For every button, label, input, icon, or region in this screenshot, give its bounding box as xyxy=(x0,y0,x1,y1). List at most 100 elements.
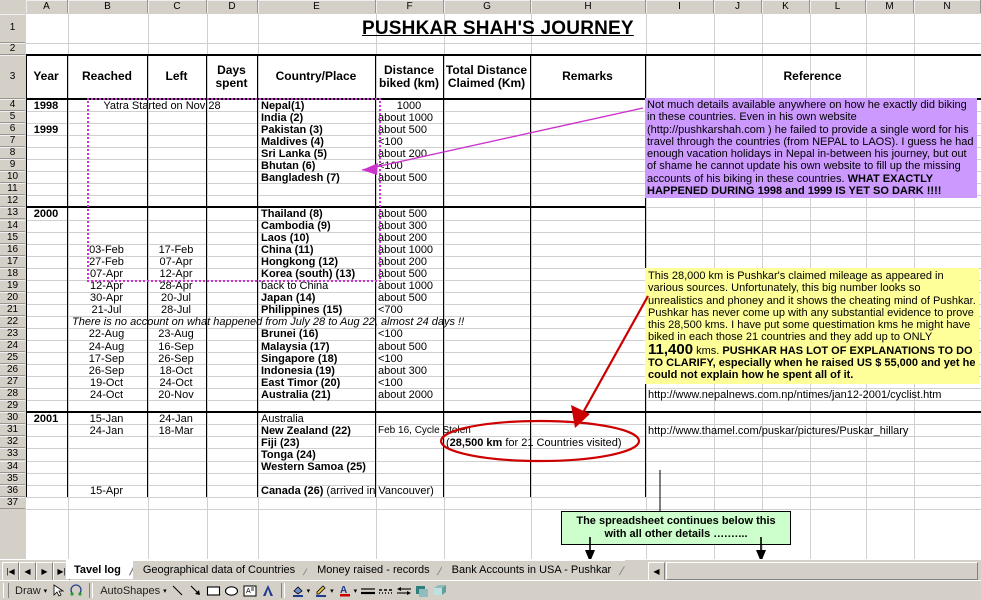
row-header-10[interactable]: 10 xyxy=(0,171,25,184)
row-header-3[interactable]: 3 xyxy=(0,55,25,99)
cell-distance[interactable]: about 500 xyxy=(378,292,427,305)
row-header-30[interactable]: 30 xyxy=(0,412,25,425)
row-header-18[interactable]: 18 xyxy=(0,267,25,280)
cell-country[interactable]: Indonesia (19) xyxy=(261,364,335,377)
cell-distance[interactable]: about 300 xyxy=(378,220,427,232)
cell-distance[interactable]: <100 xyxy=(378,159,403,172)
rectangle-icon[interactable] xyxy=(205,583,223,599)
cell-reached[interactable]: 21-Jul xyxy=(91,304,122,317)
sheet-tab-1[interactable]: Tavel log / xyxy=(66,560,135,579)
tab-nav-buttons[interactable]: |◀ ◀ ▶ ▶| xyxy=(2,562,70,581)
row-header-14[interactable]: 14 xyxy=(0,219,25,232)
cell-distance[interactable]: <700 xyxy=(378,304,403,317)
cell-country[interactable]: Nepal(1) xyxy=(261,99,305,112)
cell-country[interactable]: Malaysia (17) xyxy=(261,340,330,353)
oval-icon[interactable] xyxy=(223,583,241,599)
row-header-25[interactable]: 25 xyxy=(0,352,25,365)
draw-dropdown-caret-icon[interactable]: ▾ xyxy=(43,587,48,595)
cell-reached[interactable]: 07-Apr xyxy=(89,268,124,281)
row-header-8[interactable]: 8 xyxy=(0,147,25,160)
cell-left[interactable]: 24-Oct xyxy=(159,376,193,389)
cell-left[interactable]: 07-Apr xyxy=(159,256,193,269)
column-header-a[interactable]: A xyxy=(26,0,68,13)
cell-country[interactable]: Brunei (16) xyxy=(261,328,319,341)
row-header-22[interactable]: 22 xyxy=(0,315,25,328)
cell-country[interactable]: China (11) xyxy=(261,244,314,257)
row-header-34[interactable]: 34 xyxy=(0,460,25,473)
cell-country[interactable]: New Zealand (22) xyxy=(261,424,351,437)
cell-reached[interactable]: 12-Apr xyxy=(89,280,124,293)
cell-distance[interactable]: about 300 xyxy=(378,364,427,377)
sheet-tab-3[interactable]: Money raised - records / xyxy=(307,560,444,579)
sheet-tab-4[interactable]: Bank Accounts in USA - Pushkar / xyxy=(441,560,626,579)
autoshapes-menu-button[interactable]: AutoShapes xyxy=(100,584,161,597)
cell-country[interactable]: Laos (10) xyxy=(261,232,310,245)
column-header-n[interactable]: N xyxy=(914,0,981,13)
tab-split-button[interactable]: ◀ xyxy=(648,562,665,581)
cell-reference[interactable]: http://www.thamel.com/puskar/pictures/Pu… xyxy=(648,424,909,437)
cell-country[interactable]: Fiji (23) xyxy=(261,436,300,449)
column-header-b[interactable]: B xyxy=(68,0,148,13)
autoshapes-dropdown-caret-icon[interactable]: ▾ xyxy=(163,587,167,595)
cell-distance[interactable]: about 500 xyxy=(378,123,427,136)
cell-reached[interactable]: 19-Oct xyxy=(89,376,123,389)
cell-country[interactable]: Cambodia (9) xyxy=(261,220,331,232)
cell-left[interactable]: 20-Nov xyxy=(158,388,194,401)
cell-reference[interactable]: http://www.nepalnews.com.np/ntimes/jan12… xyxy=(648,388,942,401)
row-header-23[interactable]: 23 xyxy=(0,327,25,340)
cell-reached[interactable]: 22-Aug xyxy=(88,328,125,341)
cell-distance[interactable]: about 1000 xyxy=(378,111,434,124)
cell-country[interactable]: Canada (26) (arrived in Vancouver) xyxy=(261,485,434,498)
row-header-29[interactable]: 29 xyxy=(0,400,25,413)
row-header-6[interactable]: 6 xyxy=(0,123,25,136)
cell-country[interactable]: Thailand (8) xyxy=(261,207,323,220)
cell-country[interactable]: Korea (south) (13) xyxy=(261,268,356,281)
cell-country[interactable]: Maldives (4) xyxy=(261,135,324,148)
cell-reached[interactable]: 17-Sep xyxy=(88,352,125,365)
cell-country[interactable]: Japan (14) xyxy=(261,292,316,305)
row-header-1[interactable]: 1 xyxy=(0,14,25,43)
fill-color-icon[interactable] xyxy=(289,583,307,599)
cell-country[interactable]: East Timor (20) xyxy=(261,376,341,389)
cell-distance[interactable]: about 500 xyxy=(378,268,427,281)
row-header-16[interactable]: 16 xyxy=(0,243,25,256)
cell-distance[interactable]: about 1000 xyxy=(378,280,434,293)
cell-reached[interactable]: 03-Feb xyxy=(89,244,124,257)
first-sheet-button[interactable]: |◀ xyxy=(2,562,19,581)
cell-country[interactable]: Bangladesh (7) xyxy=(261,171,340,184)
row-header-33[interactable]: 33 xyxy=(0,448,25,461)
row-header-17[interactable]: 17 xyxy=(0,255,25,268)
cell-distance[interactable]: about 200 xyxy=(378,232,427,245)
row-header-5[interactable]: 5 xyxy=(0,111,25,124)
cell-reached[interactable]: 15-Apr xyxy=(89,485,124,498)
cell-country[interactable]: Australia (21) xyxy=(261,388,331,401)
cell-reached[interactable]: 30-Apr xyxy=(89,292,124,305)
column-header-d[interactable]: D xyxy=(207,0,258,13)
line-style-icon[interactable] xyxy=(359,583,377,599)
cell-left[interactable]: 18-Oct xyxy=(159,364,193,377)
cell-country[interactable]: Philippines (15) xyxy=(261,304,343,317)
cell-distance[interactable]: <100 xyxy=(378,328,403,341)
wordart-icon[interactable] xyxy=(259,583,277,599)
row-header-36[interactable]: 36 xyxy=(0,484,25,497)
cell-distance[interactable]: <100 xyxy=(378,135,403,148)
column-header-f[interactable]: F xyxy=(376,0,444,13)
select-arrow-icon[interactable] xyxy=(49,583,67,599)
cell-country[interactable]: Sri Lanka (5) xyxy=(261,147,328,160)
shadow-icon[interactable] xyxy=(413,583,431,599)
cell-reached[interactable]: 26-Sep xyxy=(88,364,125,377)
toolbar-grip[interactable] xyxy=(3,583,9,598)
cell-distance[interactable]: <100 xyxy=(378,352,403,365)
cell-left[interactable]: 20-Jul xyxy=(161,292,191,305)
cell-country[interactable]: Hongkong (12) xyxy=(261,256,338,269)
fill-color-caret-icon[interactable]: ▾ xyxy=(306,587,311,595)
row-header-28[interactable]: 28 xyxy=(0,388,25,401)
drawing-toolbar[interactable]: Draw ▾ AutoShapes ▾ A xyxy=(0,580,981,600)
cell-country[interactable]: Tonga (24) xyxy=(261,448,316,461)
row-header-11[interactable]: 11 xyxy=(0,183,25,196)
row-header-21[interactable]: 21 xyxy=(0,303,25,316)
cell-reached[interactable]: 24-Aug xyxy=(88,340,125,353)
column-header-j[interactable]: J xyxy=(714,0,762,13)
column-header-m[interactable]: M xyxy=(866,0,914,13)
dash-style-icon[interactable] xyxy=(377,583,395,599)
